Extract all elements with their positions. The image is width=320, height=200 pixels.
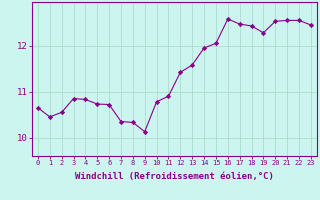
X-axis label: Windchill (Refroidissement éolien,°C): Windchill (Refroidissement éolien,°C) xyxy=(75,172,274,181)
